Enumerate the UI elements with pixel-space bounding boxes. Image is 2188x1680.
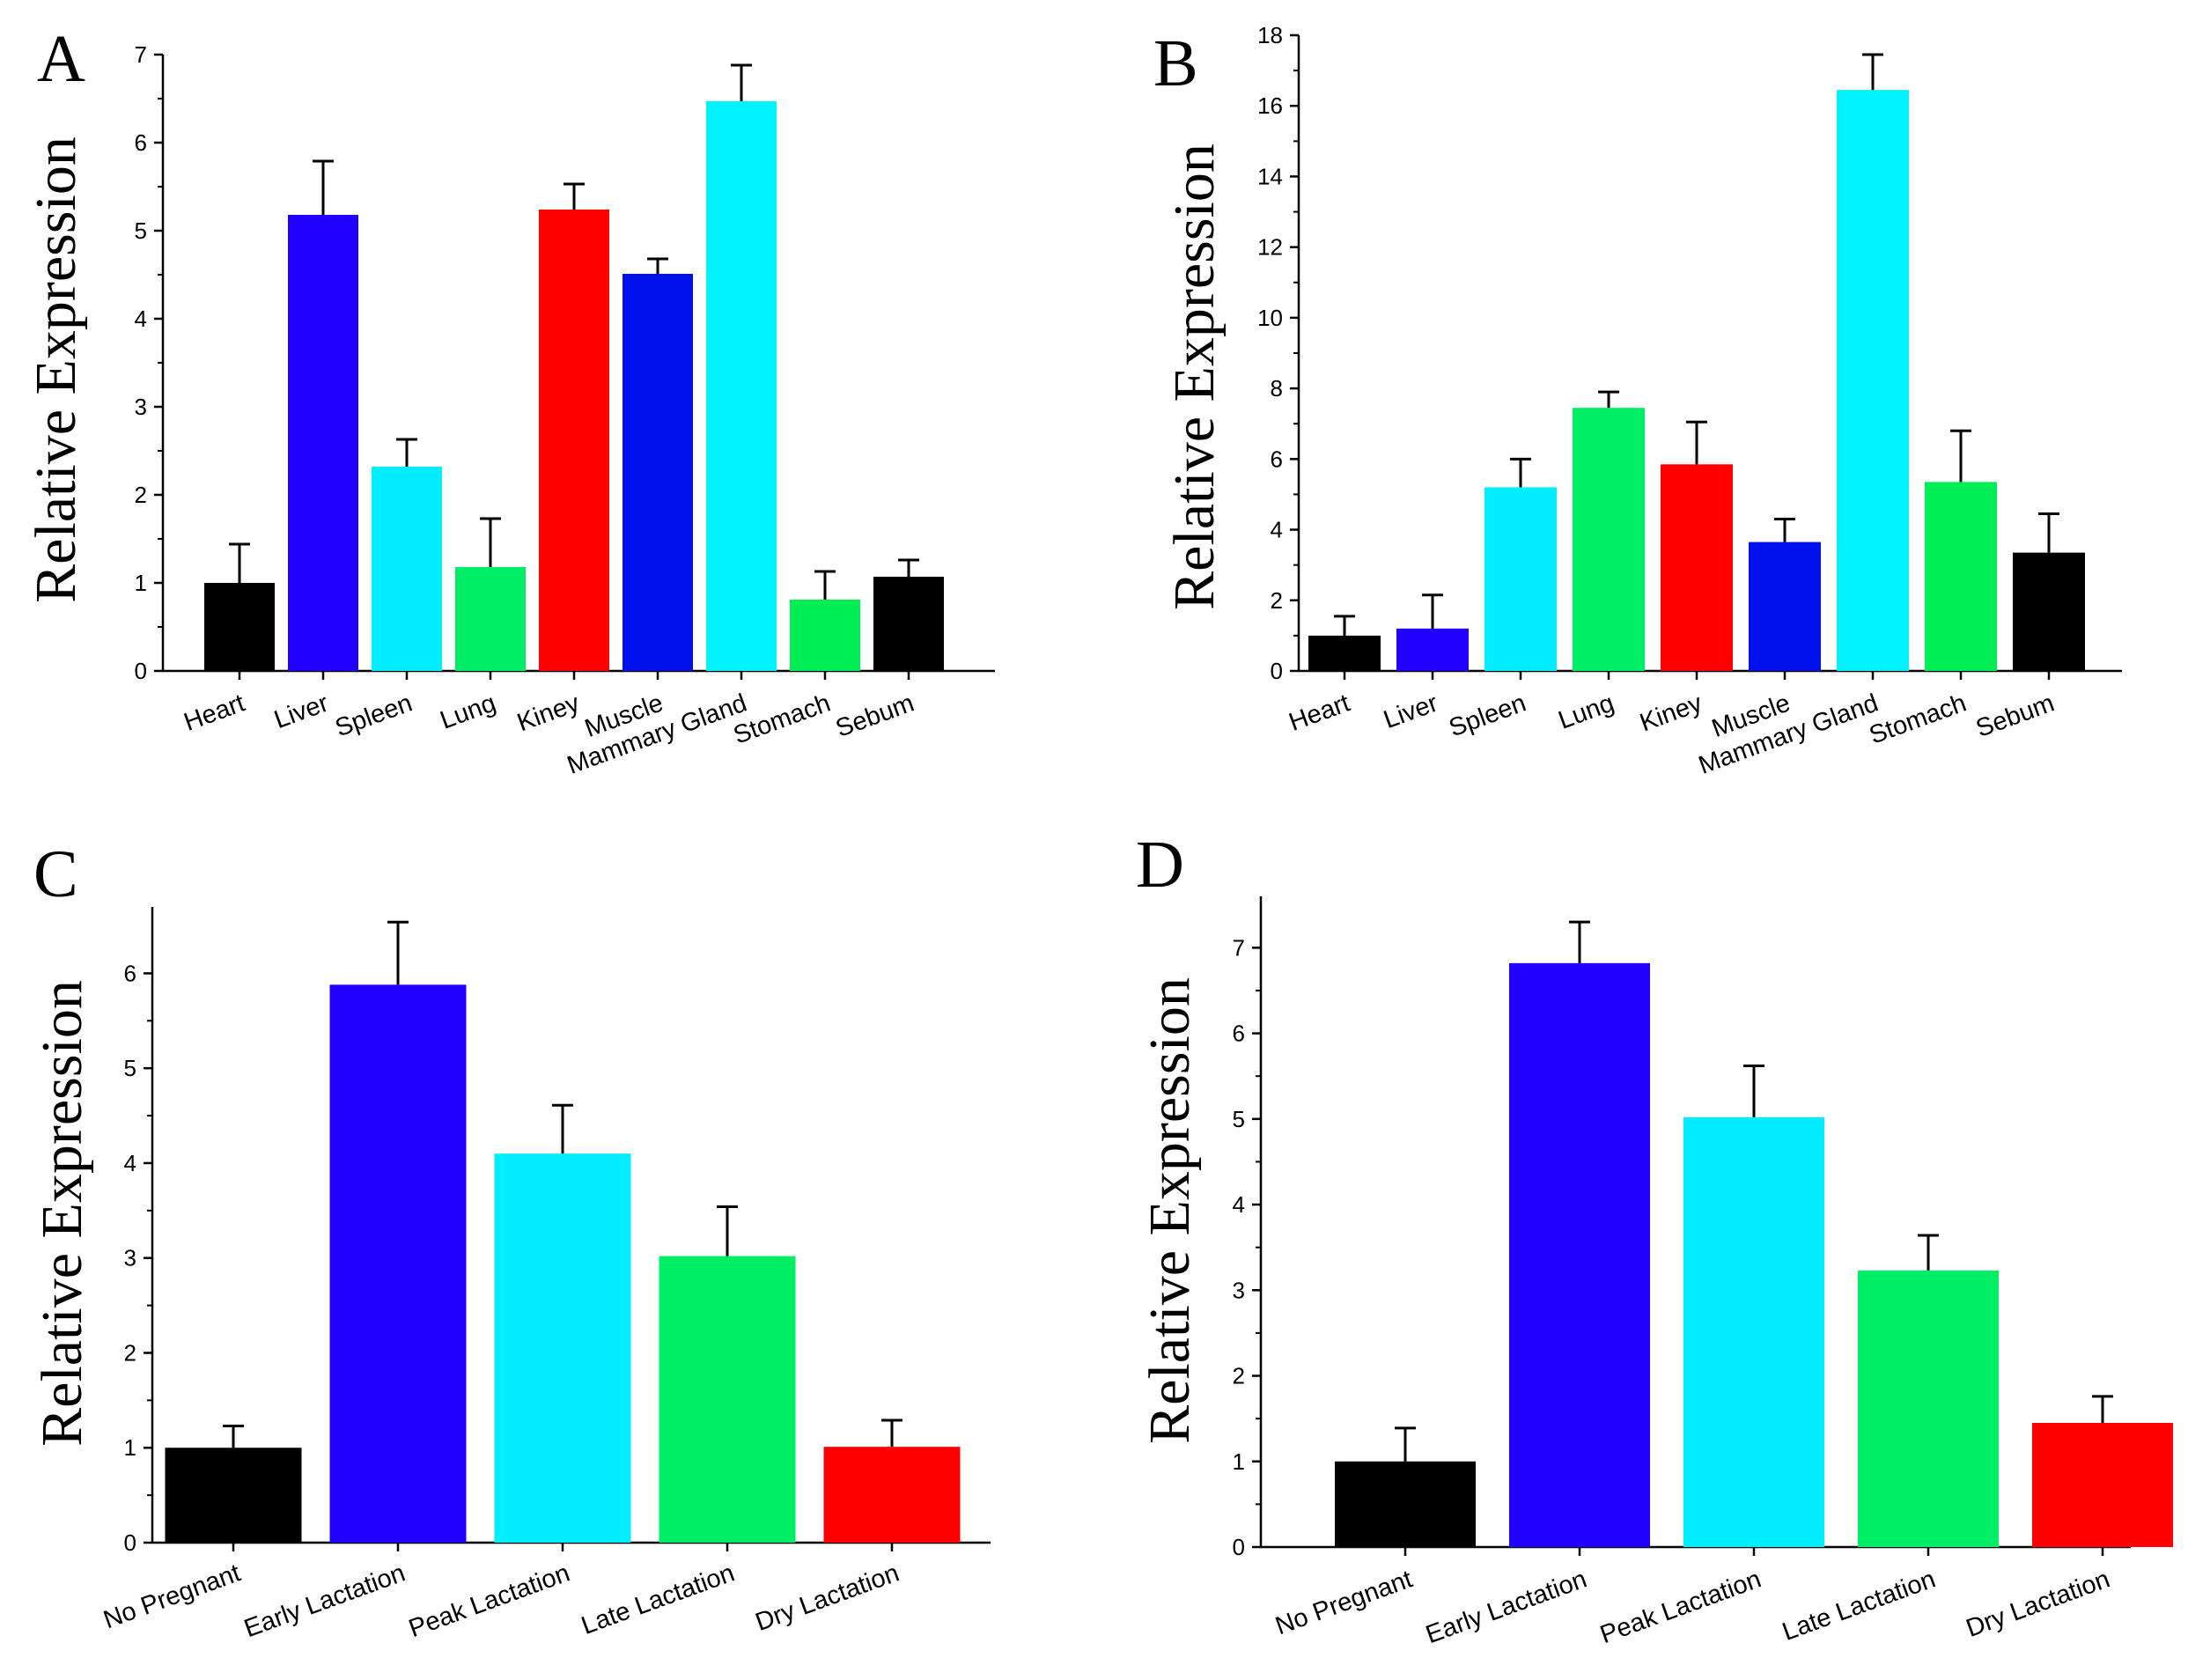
panel-b-bar bbox=[2013, 552, 2085, 671]
panel-a-bar bbox=[623, 274, 693, 671]
panel-b-bar bbox=[1925, 482, 1997, 671]
panel-b-ytick-label: 18 bbox=[1257, 22, 1283, 48]
panel-b-ytick-label: 10 bbox=[1257, 305, 1283, 331]
panel-b-bar bbox=[1484, 487, 1557, 671]
panel-c-bar bbox=[494, 1153, 631, 1543]
panel-d-ytick-label: 5 bbox=[1233, 1106, 1245, 1132]
panel-a-ytick-label: 1 bbox=[135, 570, 147, 596]
panel-b-ytick-label: 14 bbox=[1257, 163, 1283, 189]
panel-d-ytick-label: 0 bbox=[1233, 1534, 1245, 1560]
panel-b-ytick-label: 8 bbox=[1271, 375, 1283, 402]
panel-b-ytick-label: 2 bbox=[1271, 587, 1283, 614]
panel-a-ytick-label: 2 bbox=[135, 482, 147, 508]
panel-d-bar bbox=[1335, 1461, 1476, 1547]
panel-a-ytick-label: 7 bbox=[135, 41, 147, 68]
panel-a-bar bbox=[288, 215, 358, 671]
panel-b-ytick-label: 0 bbox=[1271, 658, 1283, 684]
panel-b-bar bbox=[1749, 542, 1821, 671]
panel-d-ytick-label: 7 bbox=[1233, 934, 1245, 961]
panel-b-ytick-label: 12 bbox=[1257, 234, 1283, 261]
panel-a-ytick-label: 4 bbox=[135, 306, 147, 332]
panel-b-bar bbox=[1661, 464, 1733, 671]
panel-a-ytick-label: 0 bbox=[135, 658, 147, 684]
panel-a-bar bbox=[873, 577, 944, 671]
panel-b-bar bbox=[1308, 635, 1381, 671]
panel-a-bar bbox=[372, 467, 442, 671]
panel-b-ytick-label: 16 bbox=[1257, 92, 1283, 119]
panel-c-ytick-label: 5 bbox=[124, 1055, 136, 1081]
panel-b-ytick-label: 4 bbox=[1271, 517, 1283, 543]
panel-c-bar bbox=[329, 984, 467, 1543]
panel-d-bar bbox=[1683, 1116, 1824, 1547]
panel-d-ylabel: Relative Expression bbox=[1138, 977, 1202, 1444]
panel-d-bar bbox=[2032, 1423, 2173, 1547]
panel-b-bar bbox=[1573, 408, 1645, 671]
panel-a-bar bbox=[539, 210, 609, 671]
panel-d-bar bbox=[1858, 1270, 1999, 1547]
panel-a-ytick-label: 3 bbox=[135, 394, 147, 420]
panel-c-ytick-label: 3 bbox=[124, 1245, 136, 1271]
panel-b-ytick-label: 6 bbox=[1271, 446, 1283, 472]
panel-c-ytick-label: 1 bbox=[124, 1434, 136, 1461]
panel-c-bar bbox=[165, 1448, 302, 1543]
panel-a-bar bbox=[790, 600, 860, 671]
panel-c-letter: C bbox=[33, 837, 78, 911]
panel-c-ytick-label: 2 bbox=[124, 1339, 136, 1366]
panel-c-ytick-label: 6 bbox=[124, 960, 136, 986]
panel-d-ytick-label: 1 bbox=[1233, 1448, 1245, 1475]
panel-d-ytick-label: 6 bbox=[1233, 1021, 1245, 1047]
panel-c-ytick-label: 4 bbox=[124, 1150, 136, 1176]
panel-a-bar bbox=[455, 567, 526, 671]
panel-a-ytick-label: 6 bbox=[135, 129, 147, 156]
panel-a-bar bbox=[706, 101, 777, 671]
panel-b-bar bbox=[1396, 628, 1469, 671]
panel-b-letter: B bbox=[1153, 26, 1198, 100]
panel-c-bar bbox=[823, 1447, 961, 1543]
panel-a-letter: A bbox=[37, 22, 85, 96]
panel-d-ytick-label: 3 bbox=[1233, 1277, 1245, 1303]
panel-b-ylabel: Relative Expression bbox=[1162, 144, 1227, 610]
panel-d-ytick-label: 4 bbox=[1233, 1191, 1245, 1218]
panel-b-bar bbox=[1837, 90, 1909, 671]
panel-d-ytick-label: 2 bbox=[1233, 1363, 1245, 1389]
panel-c-ylabel: Relative Expression bbox=[30, 980, 94, 1447]
panel-a-bar bbox=[204, 583, 275, 671]
panel-a-ylabel: Relative Expression bbox=[24, 136, 88, 603]
panel-c-bar bbox=[659, 1256, 796, 1543]
panel-d-letter: D bbox=[1136, 828, 1184, 902]
panel-d-bar bbox=[1509, 962, 1650, 1547]
panel-c-ytick-label: 0 bbox=[124, 1529, 136, 1556]
panel-a-ytick-label: 5 bbox=[135, 217, 147, 244]
